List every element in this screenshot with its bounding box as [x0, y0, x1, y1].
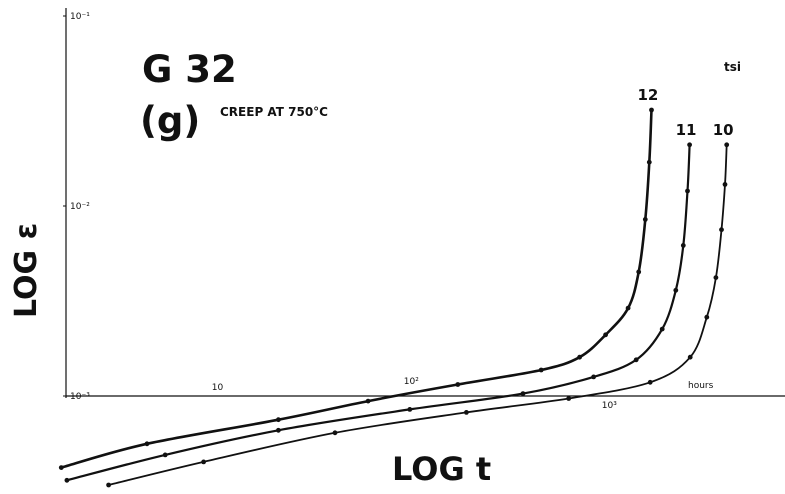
y-tick-label: 10⁻¹ [70, 12, 90, 22]
data-point-12 [646, 159, 652, 165]
data-point-10 [332, 430, 338, 436]
data-point-12 [365, 398, 371, 404]
series-label-11: 11 [676, 121, 697, 139]
data-point-11 [520, 391, 526, 396]
series-label-12: 12 [638, 86, 659, 104]
data-point-12 [144, 441, 150, 447]
curves-layer [60, 108, 728, 486]
data-point-12 [649, 107, 654, 113]
data-point-12 [603, 332, 608, 338]
x-axis-label: LOG t [392, 450, 491, 488]
data-point-12 [625, 305, 631, 311]
data-point-11 [687, 142, 692, 148]
x-unit-label: hours [688, 381, 714, 391]
data-point-11 [591, 374, 596, 380]
data-point-10 [713, 275, 719, 280]
data-point-10 [687, 354, 693, 360]
data-point-11 [64, 477, 70, 483]
data-point-10 [647, 379, 653, 385]
series-label-10: 10 [713, 121, 734, 139]
data-point-10 [719, 227, 724, 233]
data-point-12 [577, 354, 582, 360]
data-point-12 [58, 465, 64, 470]
data-point-11 [633, 357, 639, 363]
data-point-10 [566, 396, 572, 401]
data-point-11 [162, 452, 168, 458]
series-line-11 [65, 143, 691, 482]
data-point-10 [704, 314, 710, 320]
data-point-10 [106, 482, 111, 488]
y-tick-label: 10⁻³ [70, 392, 90, 402]
panel-label: (g) [140, 99, 200, 142]
points-layer [58, 107, 730, 488]
data-point-11 [680, 243, 686, 248]
data-point-11 [685, 188, 690, 194]
data-point-10 [722, 182, 728, 187]
y-axis-label: LOG ε [9, 223, 44, 318]
data-point-12 [455, 382, 461, 387]
ticks-layer: 10 10² 10³ 10⁻³ 10⁻² 10⁻¹ [63, 12, 617, 411]
y-tick-label: 10⁻² [70, 202, 90, 212]
data-point-12 [538, 367, 544, 373]
data-point-11 [276, 427, 281, 433]
data-point-10 [201, 459, 207, 465]
data-point-11 [407, 407, 413, 412]
x-tick-label: 10² [404, 377, 419, 387]
data-point-11 [659, 326, 665, 332]
legend-title: tsi [724, 60, 741, 74]
x-tick-label: 10 [212, 383, 224, 393]
series-line-12 [60, 108, 653, 469]
data-point-12 [276, 417, 281, 423]
data-point-12 [636, 269, 642, 275]
data-point-10 [464, 410, 469, 415]
data-point-11 [673, 287, 679, 293]
series-labels-layer: 12 11 10 [638, 86, 734, 139]
x-tick-label: 10³ [602, 401, 617, 411]
chart-subtitle: CREEP AT 750°C [220, 105, 328, 119]
chart-title: G 32 [142, 48, 237, 91]
data-point-12 [642, 217, 648, 222]
data-point-10 [724, 142, 730, 148]
